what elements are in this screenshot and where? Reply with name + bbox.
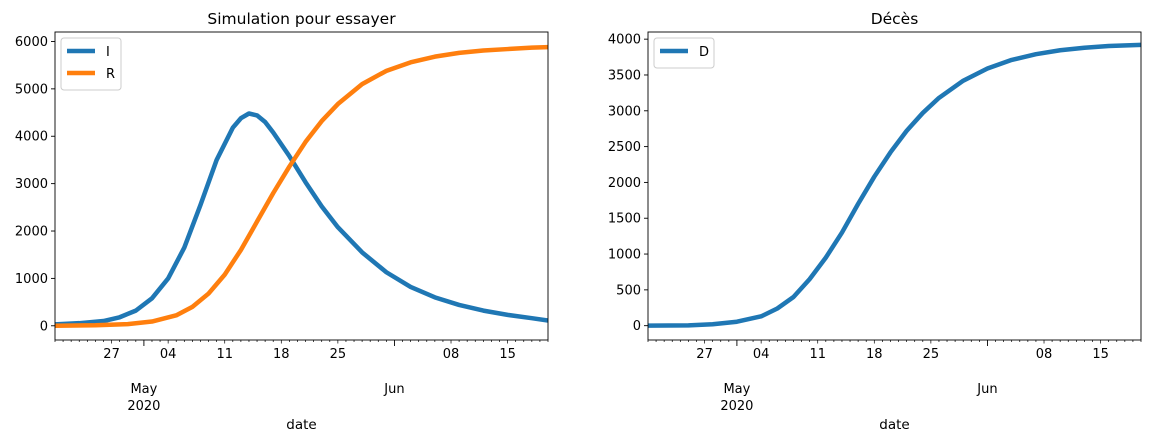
- y-tick-label: 5000: [15, 82, 48, 97]
- legend-label-i: I: [106, 45, 110, 60]
- legend-box: [60, 37, 122, 91]
- x-tick-label: 25: [330, 347, 347, 362]
- x-major-tick-sublabel: 2020: [720, 399, 753, 414]
- x-axis-label: date: [286, 417, 316, 433]
- x-tick-label: 11: [809, 347, 826, 362]
- y-tick-label: 0: [40, 319, 48, 334]
- x-tick-label: 11: [216, 347, 233, 362]
- legend-label-d: D: [699, 45, 709, 60]
- x-tick-label: 08: [443, 347, 460, 362]
- y-tick-label: 3500: [608, 68, 641, 83]
- y-tick-label: 0: [633, 319, 641, 334]
- y-tick-label: 4000: [15, 130, 48, 145]
- y-tick-label: 2500: [608, 140, 641, 155]
- x-tick-label: 15: [1092, 347, 1109, 362]
- chart-title: Décès: [871, 10, 919, 28]
- plot-area-frame: [54, 31, 549, 341]
- chart-deces: 0 500 1000 1500 2000 2500 3000 3500 4000 27 04 11 18…: [608, 10, 1142, 433]
- legend-label-r: R: [106, 67, 115, 82]
- series-line-i: [55, 111, 548, 327]
- x-major-tick-label: May: [723, 382, 750, 397]
- x-tick-label: 08: [1036, 347, 1053, 362]
- x-tick-label: 04: [160, 347, 177, 362]
- y-tick-label: 3000: [608, 104, 641, 119]
- y-tick-label: 1000: [608, 248, 641, 263]
- x-major-tick-label: Jun: [976, 382, 997, 397]
- series-line-d: [648, 42, 1141, 328]
- y-tick-label: 6000: [15, 35, 48, 50]
- y-tick-label: 1500: [608, 212, 641, 227]
- y-tick-label: 1000: [15, 272, 48, 287]
- x-tick-label: 18: [866, 347, 883, 362]
- x-tick-label: 04: [753, 347, 770, 362]
- legend: D: [653, 37, 715, 69]
- y-tick-label: 3000: [15, 177, 48, 192]
- x-tick-label: 25: [923, 347, 940, 362]
- x-major-tick-sublabel: 2020: [127, 399, 160, 414]
- x-major-tick-label: May: [130, 382, 157, 397]
- x-tick-label: 27: [696, 347, 713, 362]
- y-tick-label: 500: [616, 283, 641, 298]
- legend: IR: [60, 37, 122, 91]
- y-tick-label: 2000: [15, 225, 48, 240]
- plot-area-frame: [647, 31, 1142, 341]
- x-axis-label: date: [879, 417, 909, 433]
- x-tick-label: 18: [273, 347, 290, 362]
- x-tick-label: 27: [103, 347, 120, 362]
- x-tick-label: 15: [499, 347, 516, 362]
- series-line-r: [55, 44, 548, 329]
- chart-title: Simulation pour essayer: [207, 10, 396, 28]
- chart-simulation: 0 1000 2000 3000 4000 5000 6000 27 04 11 18 25 08 15 M…: [15, 10, 549, 433]
- y-tick-label: 4000: [608, 33, 641, 48]
- y-tick-label: 2000: [608, 176, 641, 191]
- x-major-tick-label: Jun: [383, 382, 404, 397]
